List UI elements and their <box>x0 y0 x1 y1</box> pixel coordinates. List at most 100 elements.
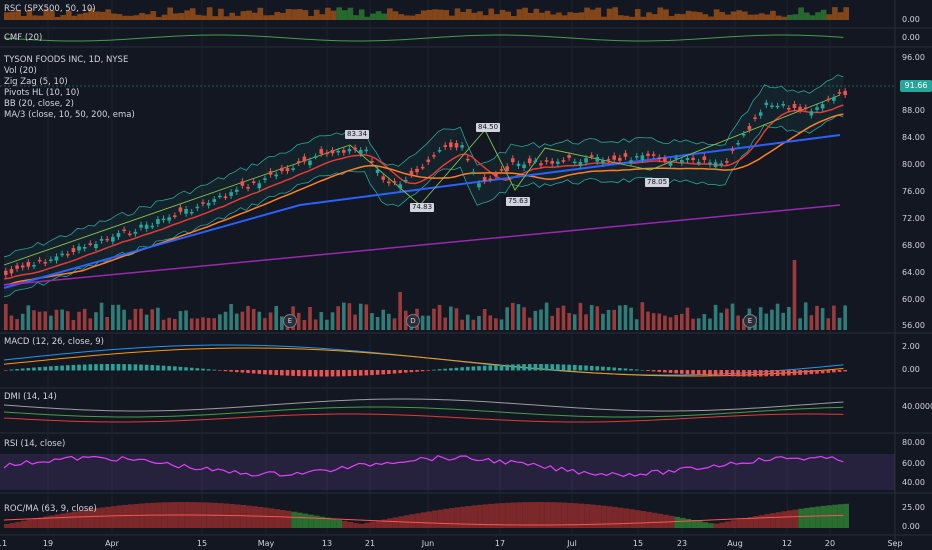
volume-bar <box>82 308 87 330</box>
macd-histogram-bar <box>454 367 459 371</box>
volume-bar <box>584 314 588 330</box>
rsc-bar <box>32 15 38 20</box>
rsc-bar <box>82 12 89 20</box>
macd-histogram-bar <box>94 364 98 371</box>
volume-bar <box>696 318 701 330</box>
roc-bar <box>71 511 78 528</box>
roc-bar <box>460 506 466 528</box>
roc-bar <box>116 505 123 528</box>
roc-bar <box>753 516 759 528</box>
macd-histogram-bar <box>223 370 228 372</box>
candle-body <box>285 168 290 172</box>
candle-body <box>443 145 447 147</box>
roc-bar <box>736 519 742 528</box>
rsc-bar <box>798 7 804 20</box>
candle-body <box>409 170 414 175</box>
earnings-badge[interactable]: E <box>743 314 757 328</box>
volume-bar <box>268 312 273 330</box>
roc-bar <box>387 518 393 528</box>
macd-histogram-bar <box>826 370 831 373</box>
volume-bar <box>522 307 526 330</box>
macd-histogram-bar <box>657 370 662 372</box>
volume-bar <box>730 303 735 330</box>
candle-body <box>657 157 662 160</box>
x-axis-label: Jul <box>567 539 577 548</box>
volume-bar <box>229 303 233 330</box>
volume-bar <box>775 303 780 330</box>
rsc-bar <box>685 10 692 20</box>
rsc-bar <box>161 14 168 20</box>
candle-body <box>178 207 183 212</box>
candle-body <box>815 107 819 110</box>
rsc-bar <box>584 7 590 20</box>
macd-histogram-bar <box>111 364 115 371</box>
volume-bar <box>758 307 763 330</box>
candle-body <box>482 177 487 182</box>
macd-histogram-bar <box>482 365 487 371</box>
macd-histogram-bar <box>133 364 138 371</box>
roc-bar <box>257 506 264 528</box>
macd-histogram-bar <box>9 369 14 371</box>
roc-bar <box>612 506 619 528</box>
rsi-tick: 80.00 <box>902 438 925 447</box>
rsc-bar <box>139 13 145 20</box>
rsc-bar <box>758 13 765 20</box>
rsc-bar <box>527 12 534 20</box>
roc-bar <box>601 505 607 528</box>
roc-bar <box>713 523 720 528</box>
dividend-badge[interactable]: D <box>406 314 420 328</box>
volume-bar <box>460 319 464 330</box>
candle-body <box>116 233 121 237</box>
candle-body <box>781 104 785 106</box>
macd-histogram-bar <box>319 370 324 377</box>
candle-body <box>680 159 684 163</box>
rsc-bar <box>443 10 450 20</box>
price-tick: 88.00 <box>902 106 925 115</box>
candle-body <box>556 161 560 164</box>
roc-bar <box>747 517 754 528</box>
volume-bar <box>201 317 205 330</box>
candle-body <box>775 105 780 108</box>
candle-body <box>167 217 171 221</box>
macd-histogram-bar <box>144 364 149 371</box>
rsc-bar <box>387 8 393 20</box>
roc-bar <box>809 507 816 528</box>
candle-body <box>460 145 464 148</box>
rsc-bar <box>730 11 737 20</box>
ma3-label: MA/3 (close, 10, 50, 200, ema) <box>4 110 135 120</box>
macd-histogram-bar <box>49 366 53 371</box>
rsc-bar <box>201 15 207 20</box>
roc-bar <box>832 504 838 528</box>
price-tick: 56.00 <box>902 321 925 330</box>
candle-body <box>308 160 312 166</box>
volume-bar <box>426 315 431 330</box>
rsc-bar <box>516 9 523 20</box>
earnings-badge[interactable]: E <box>283 314 297 328</box>
macd-histogram-bar <box>195 368 200 371</box>
candle-body <box>522 164 526 169</box>
candle-body <box>212 199 217 203</box>
candle-body <box>629 160 633 163</box>
volume-bar <box>770 309 774 330</box>
rsi-label: RSI (14, close) <box>4 439 66 449</box>
rsc-bar <box>251 12 258 20</box>
roc-bar <box>719 522 726 528</box>
roc-bar <box>43 516 50 528</box>
rsc-bar <box>308 16 314 20</box>
pivot-low-label: 74.83 <box>410 203 435 212</box>
macd-histogram-bar <box>15 369 19 371</box>
volume-bar <box>330 312 335 330</box>
macd-histogram-bar <box>161 365 166 371</box>
candle-body <box>251 181 256 184</box>
rsc-bar <box>218 8 224 20</box>
rsc-bar <box>471 12 478 20</box>
volume-bar <box>189 318 194 330</box>
roc-bar <box>251 506 258 528</box>
volume-bar <box>651 313 656 330</box>
volume-bar <box>296 312 301 330</box>
ma200-line <box>3 204 841 286</box>
volume-bar <box>37 311 42 330</box>
cmf-label: CMF (20) <box>4 33 43 43</box>
volume-bar <box>156 307 160 330</box>
